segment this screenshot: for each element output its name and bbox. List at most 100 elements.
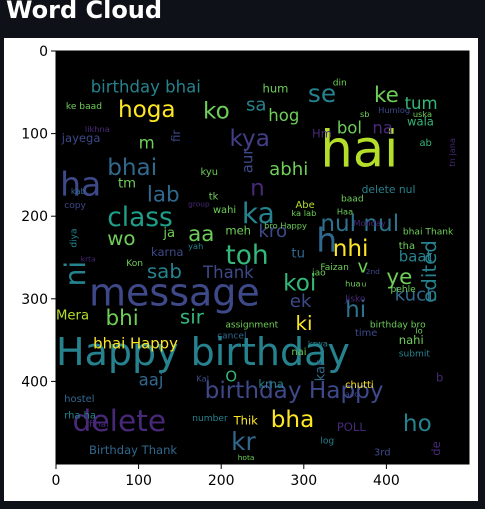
cloud-word: pehle: [391, 285, 417, 295]
cloud-word: sa: [246, 94, 267, 115]
cloud-word: tn jana: [447, 138, 457, 167]
cloud-word: Mera: [56, 308, 89, 323]
cloud-word: Jisko: [344, 294, 366, 304]
cloud-word: lab: [147, 182, 180, 207]
cloud-word: chutti: [345, 380, 374, 391]
y-tick-label: 200: [21, 209, 48, 225]
cloud-word: group: [188, 199, 210, 208]
cloud-word: v: [357, 256, 368, 277]
cloud-word: final: [89, 420, 109, 430]
cloud-word: birthday bhai: [91, 77, 201, 96]
cloud-word: Kon: [126, 259, 143, 269]
cloud-word: edited: [418, 240, 441, 303]
cloud-word: kab: [71, 186, 86, 196]
cloud-word: copy: [64, 201, 86, 211]
cloud-word: rha ha: [64, 411, 96, 422]
cloud-word: b: [436, 370, 443, 384]
cloud-word: Kal: [196, 373, 209, 383]
cloud-word: hai: [320, 120, 398, 180]
cloud-word: hua: [345, 278, 361, 288]
y-tick-label: 100: [21, 127, 48, 143]
cloud-word: yah: [188, 241, 203, 251]
cloud-word: ka: [242, 197, 275, 230]
cloud-word: ke baad: [66, 102, 102, 112]
cloud-word: bro Happy: [264, 221, 307, 231]
cloud-word: cancel: [217, 331, 246, 341]
cloud-word: tk: [209, 192, 219, 203]
x-tick-label: 200: [208, 473, 235, 489]
cloud-word: baat: [399, 248, 433, 266]
cloud-word: Hm: [312, 127, 332, 141]
cloud-word: kuch: [395, 284, 438, 305]
x-tick-label: 400: [373, 473, 400, 489]
cloud-word: ho: [403, 411, 432, 437]
cloud-word: birthday Happy: [205, 378, 384, 404]
cloud-word: wahi: [213, 205, 236, 216]
cloud-word: O: [225, 367, 237, 385]
page-title: Word Cloud: [6, 0, 163, 24]
cloud-word: kr: [231, 427, 256, 456]
cloud-word: tu: [291, 247, 305, 262]
cloud-word: number: [192, 414, 228, 424]
y-tick-label: 0: [39, 44, 48, 60]
cloud-word: baad: [341, 194, 364, 204]
cloud-word: message: [89, 270, 260, 314]
cloud-word: ab: [419, 138, 431, 149]
cloud-word: log: [320, 436, 334, 446]
cloud-word: 3rd: [374, 448, 391, 459]
cloud-word: diya: [70, 228, 80, 247]
cloud-word: kyu: [201, 167, 219, 178]
cloud-word: sir: [180, 306, 205, 329]
cloud-word: toh: [225, 240, 268, 271]
cloud-word: ye: [386, 265, 412, 290]
cloud-word: bhai Happy: [93, 334, 178, 352]
cloud-word: Faizan: [320, 263, 349, 273]
cloud-word: karna: [151, 245, 184, 259]
cloud-word: delete: [73, 404, 167, 439]
cloud-word: Happy birthday: [56, 330, 350, 374]
cloud-word: kya: [229, 126, 269, 152]
cloud-word: krna: [258, 377, 284, 391]
cloud-word: abhi: [269, 159, 308, 180]
cloud-word: meh: [225, 223, 251, 237]
axes-frame: [55, 50, 470, 465]
cloud-word: ek: [290, 291, 312, 312]
cloud-word: nul nul: [320, 211, 399, 237]
cloud-word: time: [355, 328, 377, 339]
cloud-word: n: [250, 176, 265, 202]
cloud-word: aa: [188, 222, 214, 247]
cloud-word: POLL: [337, 420, 366, 434]
cloud-word: hum: [263, 81, 289, 95]
cloud-word: aur: [239, 148, 257, 174]
y-tick-label: 300: [21, 292, 48, 308]
cloud-word: wo: [107, 227, 135, 250]
cloud-word: wala: [407, 114, 434, 128]
cloud-word: koi: [283, 271, 316, 297]
cloud-word: se: [308, 79, 336, 108]
chart-figure: hai Happy birthday message delete ha class ka t…: [4, 38, 478, 501]
cloud-word: class: [107, 202, 173, 233]
cloud-word: Haa: [337, 207, 353, 217]
cloud-word: aaj: [139, 371, 164, 390]
cloud-word: hoga: [118, 97, 176, 123]
cloud-word: hostel: [64, 394, 94, 405]
cloud-word: kar: [313, 360, 328, 382]
cloud-word: 2nd: [366, 267, 380, 276]
cloud-word: tum: [405, 94, 438, 113]
cloud-word: Birthday Thank: [89, 443, 177, 457]
cloud-word: tm: [118, 176, 136, 191]
cloud-word: ja: [162, 226, 175, 241]
x-tick-label: 300: [290, 473, 317, 489]
cloud-word: ka lab: [291, 208, 316, 218]
cloud-word: kro: [258, 221, 287, 242]
cloud-word: Thik: [233, 413, 259, 427]
cloud-word: u: [362, 279, 367, 288]
cloud-word: uska: [413, 109, 432, 119]
cloud-word: ni: [59, 261, 92, 287]
cloud-word: submit: [399, 350, 431, 360]
cloud-word: krwa: [308, 339, 328, 349]
cloud-word: hi: [345, 297, 366, 323]
cloud-word: likhna: [85, 124, 110, 134]
